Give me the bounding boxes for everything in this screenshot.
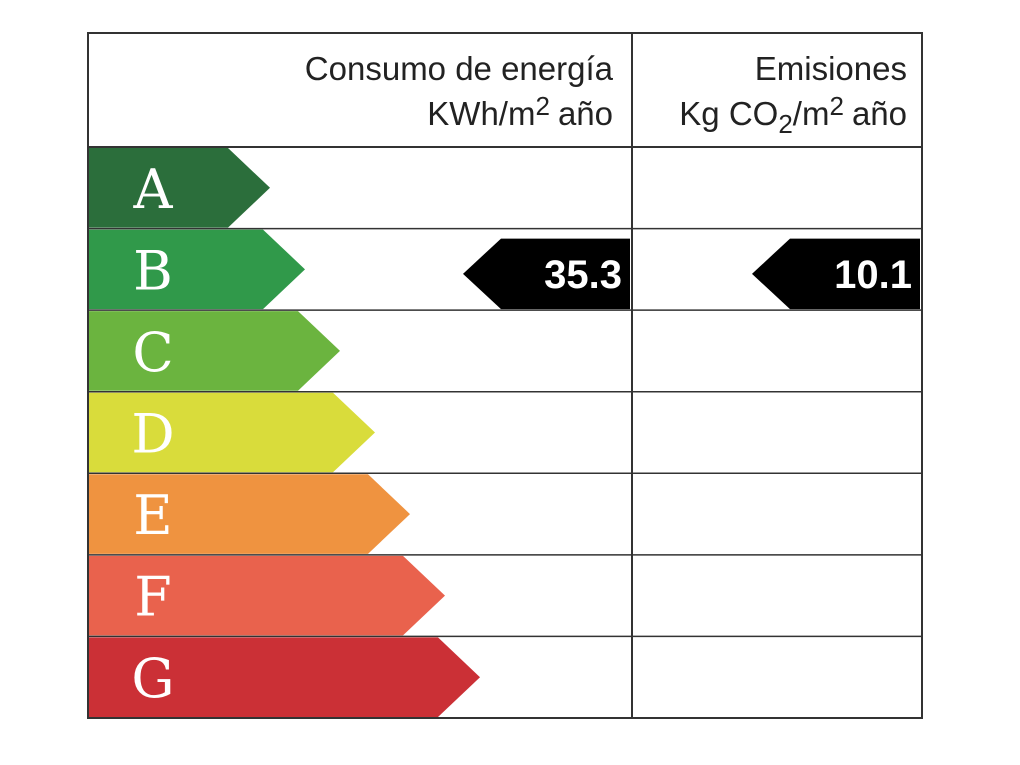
rating-letter: A xyxy=(133,158,174,221)
rating-arrow xyxy=(89,474,410,554)
indicator-arrow xyxy=(752,238,920,310)
rating-arrow xyxy=(89,229,305,310)
energy-title: Consumo de energía xyxy=(305,50,614,87)
rating-letter: B xyxy=(133,239,173,302)
unit-part: año xyxy=(558,95,613,132)
indicator-value: 10.1 xyxy=(834,253,912,297)
unit-sup: 2 xyxy=(829,91,843,121)
table-frame xyxy=(87,32,923,719)
rating-letter: D xyxy=(131,403,174,466)
indicator-value: 35.3 xyxy=(544,253,622,297)
emissions-unit: Kg CO2/m2 año xyxy=(679,91,907,139)
rating-arrow xyxy=(89,392,375,473)
unit-part: /m xyxy=(793,95,830,132)
unit-part: Kg CO xyxy=(679,95,778,132)
unit-part: año xyxy=(852,95,907,132)
rating-arrow xyxy=(89,311,340,391)
indicator-arrow xyxy=(463,238,630,310)
rating-letter: G xyxy=(131,647,174,710)
rating-arrow xyxy=(89,148,270,228)
unit-sup: 2 xyxy=(535,91,549,121)
unit-part: KWh/m xyxy=(427,95,535,132)
rating-letter: C xyxy=(132,321,173,384)
rating-arrow xyxy=(89,637,480,717)
unit-sub: 2 xyxy=(778,109,792,139)
rating-arrow xyxy=(89,555,445,636)
rating-letter: E xyxy=(133,484,172,547)
emissions-title: Emisiones xyxy=(755,50,907,87)
energy-unit: KWh/m2 año xyxy=(427,91,613,132)
rating-letter: F xyxy=(134,566,171,629)
